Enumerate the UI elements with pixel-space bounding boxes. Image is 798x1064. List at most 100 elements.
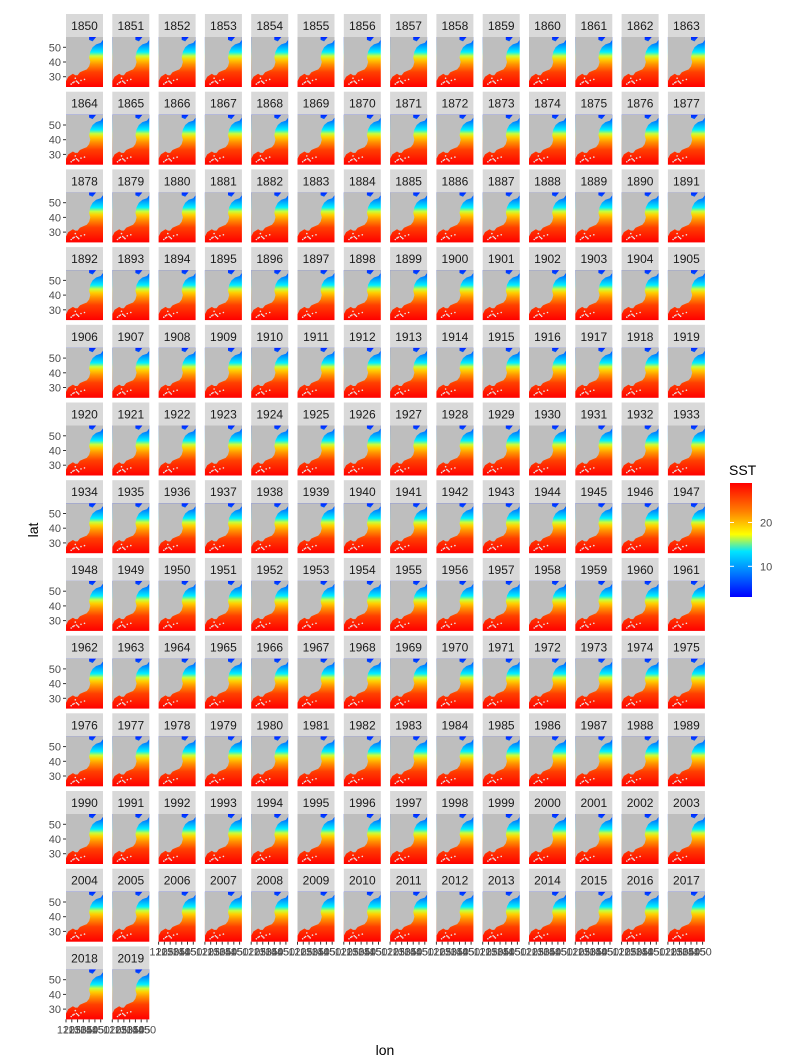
island-mark [447, 936, 449, 938]
facet-strip [112, 713, 150, 737]
island-mark [630, 77, 632, 79]
island-mark [126, 157, 129, 159]
island-mark [446, 391, 448, 393]
island-mark [672, 627, 674, 629]
facet-strip-label: 1946 [627, 485, 654, 499]
island-mark [454, 622, 456, 625]
facet-strip [343, 324, 381, 348]
facet-strip [390, 713, 428, 737]
island-mark [307, 158, 309, 160]
island-mark [168, 857, 170, 859]
island-mark [222, 156, 225, 158]
land-mask [667, 580, 705, 631]
island-mark [543, 701, 545, 703]
island-mark [493, 236, 496, 239]
island-mark [307, 391, 309, 393]
land-mask [575, 503, 613, 554]
x-tick-label: 150 [184, 947, 202, 959]
y-tick-label: 30 [49, 305, 61, 317]
island-mark [304, 702, 307, 705]
facet-strip-label: 1940 [349, 485, 376, 499]
land-mask [343, 114, 381, 165]
island-mark [583, 77, 586, 79]
island-mark [679, 160, 682, 162]
island-mark [119, 81, 122, 83]
facet-panel-1987: 1987 [575, 713, 613, 787]
facet-panel-1892: 1892 [66, 247, 103, 321]
island-mark [121, 857, 124, 859]
x-tick-label: 125 [526, 947, 544, 959]
island-mark [443, 625, 446, 627]
island-mark [361, 933, 364, 935]
island-mark [130, 156, 132, 158]
land-mask [297, 503, 335, 554]
island-mark [447, 547, 449, 550]
island-mark [446, 468, 448, 471]
island-mark [358, 934, 360, 936]
island-mark [631, 313, 633, 316]
island-mark [493, 702, 496, 705]
island-mark [216, 704, 219, 706]
island-mark [678, 236, 681, 239]
island-mark [75, 468, 78, 471]
facet-strip-label: 2018 [71, 951, 98, 965]
island-mark [213, 465, 215, 468]
island-mark [402, 781, 404, 784]
facet-panel-2010: 2010 [343, 868, 381, 942]
land-mask [621, 814, 659, 864]
facet-strip [158, 324, 196, 348]
island-mark [315, 700, 317, 702]
facet-strip-label: 1957 [488, 563, 515, 577]
land-mask [66, 37, 103, 87]
facet-strip-label: 1928 [442, 408, 469, 422]
facet-panel-1895: 1895 [204, 247, 242, 321]
land-mask [436, 891, 474, 942]
facet-strip-label: 2006 [164, 874, 191, 888]
facet-panel-1935: 1935 [112, 480, 150, 554]
island-mark [589, 856, 592, 859]
land-mask [204, 580, 242, 631]
facet-strip-label: 1917 [580, 330, 607, 344]
island-mark [170, 937, 173, 939]
island-mark [304, 314, 307, 316]
land-mask [158, 37, 196, 87]
island-mark [348, 860, 350, 862]
land-mask [529, 891, 566, 942]
facet-strip-label: 1863 [673, 19, 700, 33]
island-mark [589, 468, 592, 470]
island-mark [676, 854, 678, 856]
island-mark [679, 704, 682, 706]
x-tick-label: 125 [433, 947, 451, 959]
facet-strip-label: 1898 [349, 252, 376, 266]
island-mark [257, 315, 259, 317]
island-mark [448, 781, 450, 784]
facet-panel-2016: 2016 [621, 868, 659, 942]
island-mark [212, 158, 214, 161]
land-mask [297, 37, 335, 87]
facet-strip-label: 1872 [442, 97, 469, 111]
island-mark [678, 314, 681, 317]
island-mark [214, 701, 217, 704]
island-mark [442, 781, 445, 783]
island-mark [533, 394, 535, 396]
island-mark [589, 778, 592, 781]
island-mark [682, 312, 684, 315]
facet-strip-label: 1966 [256, 641, 283, 655]
island-mark [677, 468, 680, 471]
facet-panel-1871: 1871 [390, 91, 428, 165]
land-mask [390, 192, 428, 243]
island-mark [116, 316, 119, 319]
island-mark [311, 235, 314, 237]
island-mark [262, 936, 264, 938]
facet-strip-label: 1907 [117, 330, 144, 344]
island-mark [404, 701, 406, 703]
island-mark [407, 78, 410, 81]
facet-strip [112, 402, 150, 426]
island-mark [628, 858, 631, 860]
facet-strip [436, 868, 474, 892]
land-mask [575, 270, 613, 321]
legend-tick-label: 20 [760, 517, 772, 529]
island-mark [400, 702, 403, 705]
island-mark [303, 392, 306, 395]
island-mark [80, 856, 82, 859]
